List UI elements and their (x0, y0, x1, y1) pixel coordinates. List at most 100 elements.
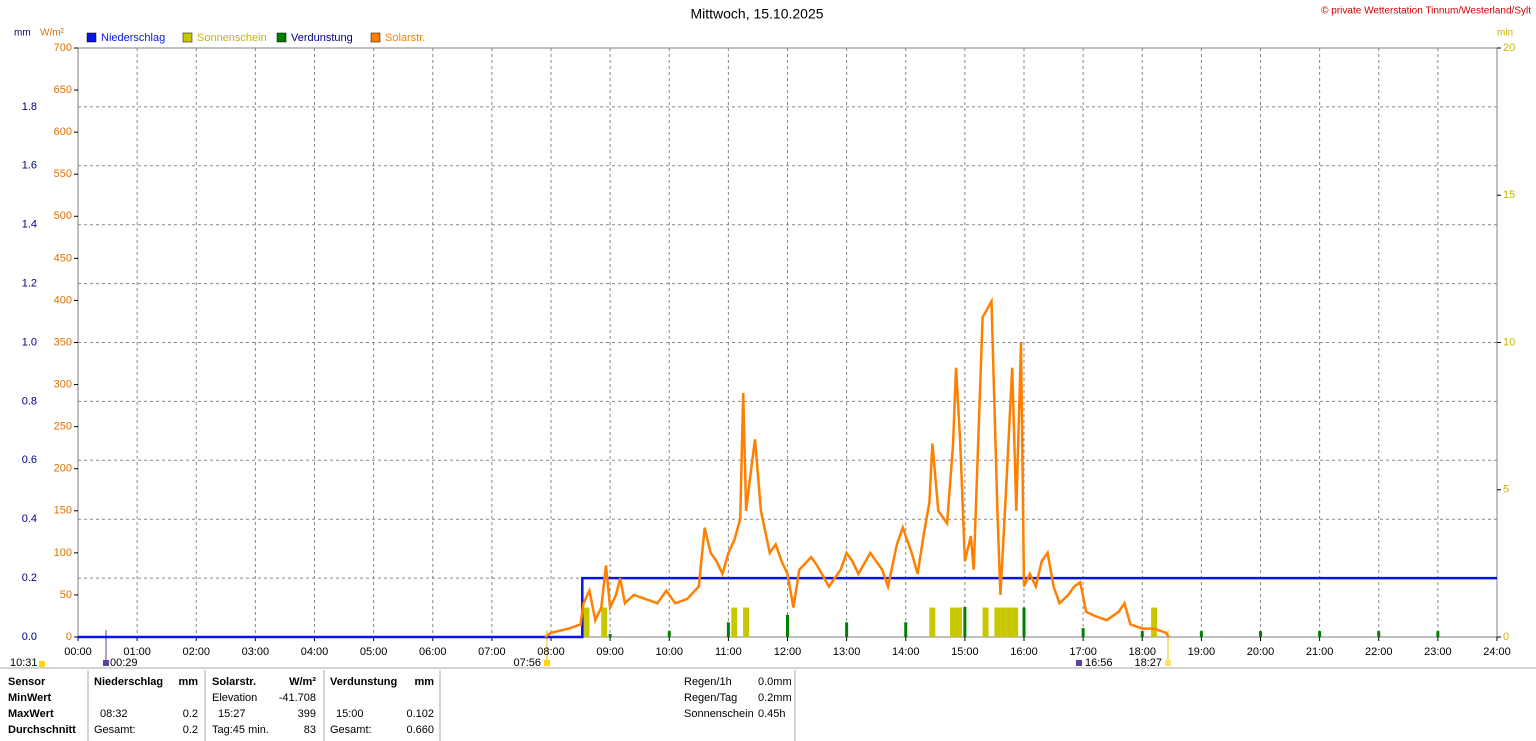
event-icon (544, 660, 550, 666)
x-tick-label: 06:00 (419, 646, 447, 658)
y3-tick-label: 600 (54, 126, 72, 138)
axis-unit: min (1497, 28, 1513, 39)
bar (583, 607, 590, 637)
bar (982, 607, 989, 637)
column-unit: W/m² (289, 676, 316, 688)
bar (1081, 628, 1085, 637)
cell: 15:00 (336, 708, 364, 720)
axis-unit: mm (14, 28, 31, 39)
x-tick-label: 18:00 (1128, 646, 1156, 658)
y2-tick-label: 20 (1503, 42, 1515, 54)
bar (1377, 631, 1381, 637)
x-tick-label: 16:00 (1010, 646, 1038, 658)
x-tick-label: 04:00 (301, 646, 329, 658)
x-tick-label: 17:00 (1069, 646, 1097, 658)
bar (1012, 607, 1019, 637)
bar (929, 607, 936, 637)
y2-tick-label: 5 (1503, 484, 1509, 496)
event-icon (103, 660, 109, 666)
x-tick-label: 15:00 (951, 646, 979, 658)
y3-tick-label: 500 (54, 210, 72, 222)
column-header: Solarstr. (212, 676, 256, 688)
cell: 0.2 (183, 708, 198, 720)
chart-title: Mittwoch, 15.10.2025 (690, 6, 823, 22)
y3-tick-label: 200 (54, 463, 72, 475)
y3-tick-label: 700 (54, 42, 72, 54)
event-icon (1165, 660, 1171, 666)
y2-tick-label: 0 (1503, 631, 1509, 643)
cell: 0.102 (406, 708, 434, 720)
legend-swatch (370, 32, 381, 43)
x-tick-label: 12:00 (774, 646, 802, 658)
x-tick-label: 10:00 (655, 646, 683, 658)
column-unit: mm (178, 676, 198, 688)
bar (1436, 631, 1440, 637)
bar (601, 607, 608, 637)
y3-tick-label: 100 (54, 547, 72, 559)
cell: 399 (298, 708, 316, 720)
event-label: 10:31 (10, 657, 38, 669)
event-icon (39, 661, 45, 667)
bar (786, 614, 789, 637)
line (544, 296, 1170, 639)
bar (994, 607, 1001, 637)
y3-tick-label: 300 (54, 378, 72, 390)
bar (1140, 631, 1144, 637)
bar (743, 607, 750, 637)
legend-label: Sonnenschein (197, 32, 267, 44)
summary-label: Regen/Tag (684, 692, 737, 704)
event-icon (1076, 660, 1082, 666)
y-tick-label: 1.6 (22, 160, 37, 172)
bar (1151, 607, 1158, 637)
bar (955, 607, 962, 637)
x-tick-label: 13:00 (833, 646, 861, 658)
summary-value: 0.45h (758, 708, 786, 720)
bar (608, 634, 612, 637)
summary-label: Sonnenschein (684, 708, 754, 720)
bar (845, 622, 849, 637)
y-tick-label: 1.0 (22, 336, 37, 348)
y-tick-label: 0.8 (22, 395, 37, 407)
y3-tick-label: 350 (54, 336, 72, 348)
cell: 15:27 (218, 708, 246, 720)
x-tick-label: 05:00 (360, 646, 388, 658)
cell: -41.708 (279, 692, 316, 704)
y-tick-label: 0.0 (22, 631, 37, 643)
x-tick-label: 24:00 (1483, 646, 1511, 658)
x-tick-label: 02:00 (182, 646, 210, 658)
y-tick-label: 1.8 (22, 101, 37, 113)
y3-tick-label: 250 (54, 421, 72, 433)
table-header: Sensor (8, 676, 46, 688)
legend-swatch (86, 32, 97, 43)
x-tick-label: 08:00 (537, 646, 565, 658)
row-label: Durchschnitt (8, 724, 76, 736)
event-label: 07:56 (513, 657, 541, 669)
column-header: Verdunstung (330, 676, 397, 688)
event-label: 00:29 (110, 657, 138, 669)
x-tick-label: 00:00 (64, 646, 92, 658)
cell: Elevation (212, 692, 257, 704)
x-tick-label: 20:00 (1247, 646, 1275, 658)
bar (1199, 631, 1203, 637)
x-tick-label: 01:00 (123, 646, 151, 658)
x-tick-label: 19:00 (1188, 646, 1216, 658)
y3-tick-label: 450 (54, 252, 72, 264)
x-tick-label: 11:00 (715, 646, 742, 658)
bar (904, 622, 908, 637)
legend-label: Verdunstung (291, 32, 353, 44)
x-tick-label: 21:00 (1306, 646, 1334, 658)
bar (950, 607, 957, 637)
column-unit: mm (414, 676, 434, 688)
y2-tick-label: 10 (1503, 336, 1515, 348)
bar (726, 622, 730, 637)
x-tick-label: 07:00 (478, 646, 506, 658)
cell: 08:32 (100, 708, 128, 720)
cell: Tag:45 min. (212, 724, 269, 736)
summary-value: 0.0mm (758, 676, 792, 688)
y3-tick-label: 50 (60, 589, 72, 601)
summary-value: 0.2mm (758, 692, 792, 704)
legend-swatch (182, 32, 193, 43)
bar (1259, 631, 1262, 637)
event-label: 16:56 (1085, 657, 1113, 669)
event-label: 18:27 (1134, 657, 1162, 669)
